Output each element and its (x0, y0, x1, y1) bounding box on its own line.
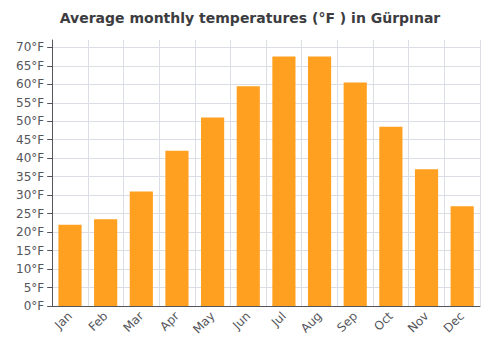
svg-text:Jun: Jun (229, 309, 253, 333)
svg-text:60°F: 60°F (16, 77, 44, 91)
svg-text:65°F: 65°F (16, 59, 44, 73)
svg-text:Jan: Jan (51, 309, 75, 333)
svg-text:70°F: 70°F (16, 40, 44, 54)
svg-text:Aug: Aug (298, 309, 324, 335)
svg-text:55°F: 55°F (16, 96, 44, 110)
svg-text:50°F: 50°F (16, 114, 44, 128)
svg-text:Jul: Jul (268, 309, 289, 330)
svg-text:Mar: Mar (120, 309, 146, 335)
svg-text:5°F: 5°F (24, 281, 45, 295)
svg-text:0°F: 0°F (24, 299, 45, 313)
svg-text:30°F: 30°F (16, 188, 44, 202)
svg-text:Oct: Oct (371, 309, 396, 334)
svg-text:Feb: Feb (86, 309, 111, 334)
svg-text:25°F: 25°F (16, 207, 44, 221)
svg-text:Average monthly temperatures (: Average monthly temperatures (°F ) in Gü… (60, 10, 441, 26)
svg-text:45°F: 45°F (16, 133, 44, 147)
svg-text:20°F: 20°F (16, 225, 44, 239)
svg-text:May: May (190, 309, 217, 336)
svg-text:10°F: 10°F (16, 262, 44, 276)
svg-text:35°F: 35°F (16, 170, 44, 184)
svg-text:15°F: 15°F (16, 244, 44, 258)
svg-text:40°F: 40°F (16, 151, 44, 165)
svg-text:Nov: Nov (405, 309, 431, 335)
svg-text:Apr: Apr (157, 309, 182, 334)
svg-text:Dec: Dec (441, 309, 467, 335)
svg-text:Sep: Sep (334, 309, 360, 335)
